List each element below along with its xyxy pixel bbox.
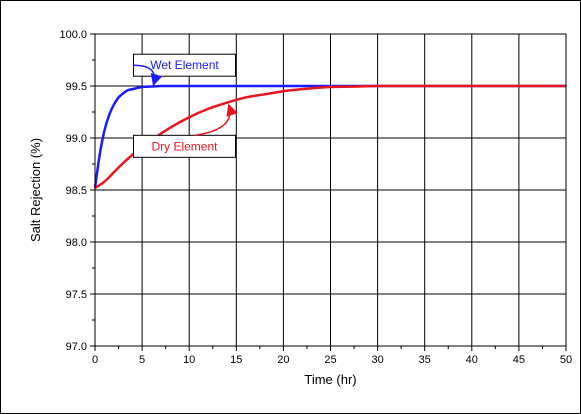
y-tick-label: 97.5 [66, 289, 87, 301]
x-tick-label: 50 [560, 354, 572, 366]
y-tick-label: 98.0 [66, 237, 87, 249]
dry-element-line [94, 84, 566, 189]
y-tick-label: 97.0 [66, 341, 87, 353]
x-tick-label: 15 [230, 354, 242, 366]
y-axis-title: Salt Rejection (%) [28, 138, 43, 242]
y-tick-label: 100.0 [59, 29, 87, 41]
wet-element-label: Wet Element [150, 58, 219, 72]
axis-ticks [90, 33, 567, 351]
wet-element-arrow [133, 64, 163, 87]
y-tick-label: 98.5 [66, 185, 87, 197]
x-tick-label: 30 [371, 354, 383, 366]
tick-labels: 0 5 10 15 20 25 30 35 40 45 50 97.0 97.5 98.0 98.5 99.0… [59, 29, 572, 366]
x-tick-label: 10 [183, 354, 195, 366]
plot-area [94, 33, 567, 347]
x-tick-label: 5 [139, 354, 145, 366]
annotations: Wet Element Dry Element [132, 53, 238, 158]
y-tick-label: 99.0 [66, 133, 87, 145]
x-tick-label: 20 [277, 354, 289, 366]
x-tick-label: 35 [419, 354, 431, 366]
dry-element-arrow [194, 103, 238, 137]
grid-lines [94, 33, 567, 347]
x-axis-title: Time (hr) [304, 372, 356, 387]
x-tick-label: 40 [466, 354, 478, 366]
dry-element-label: Dry Element [151, 139, 218, 153]
x-tick-label: 25 [324, 354, 336, 366]
dry-element-label-box [132, 134, 236, 158]
x-tick-label: 45 [513, 354, 525, 366]
x-tick-label: 0 [92, 354, 98, 366]
y-tick-label: 99.5 [66, 81, 87, 93]
